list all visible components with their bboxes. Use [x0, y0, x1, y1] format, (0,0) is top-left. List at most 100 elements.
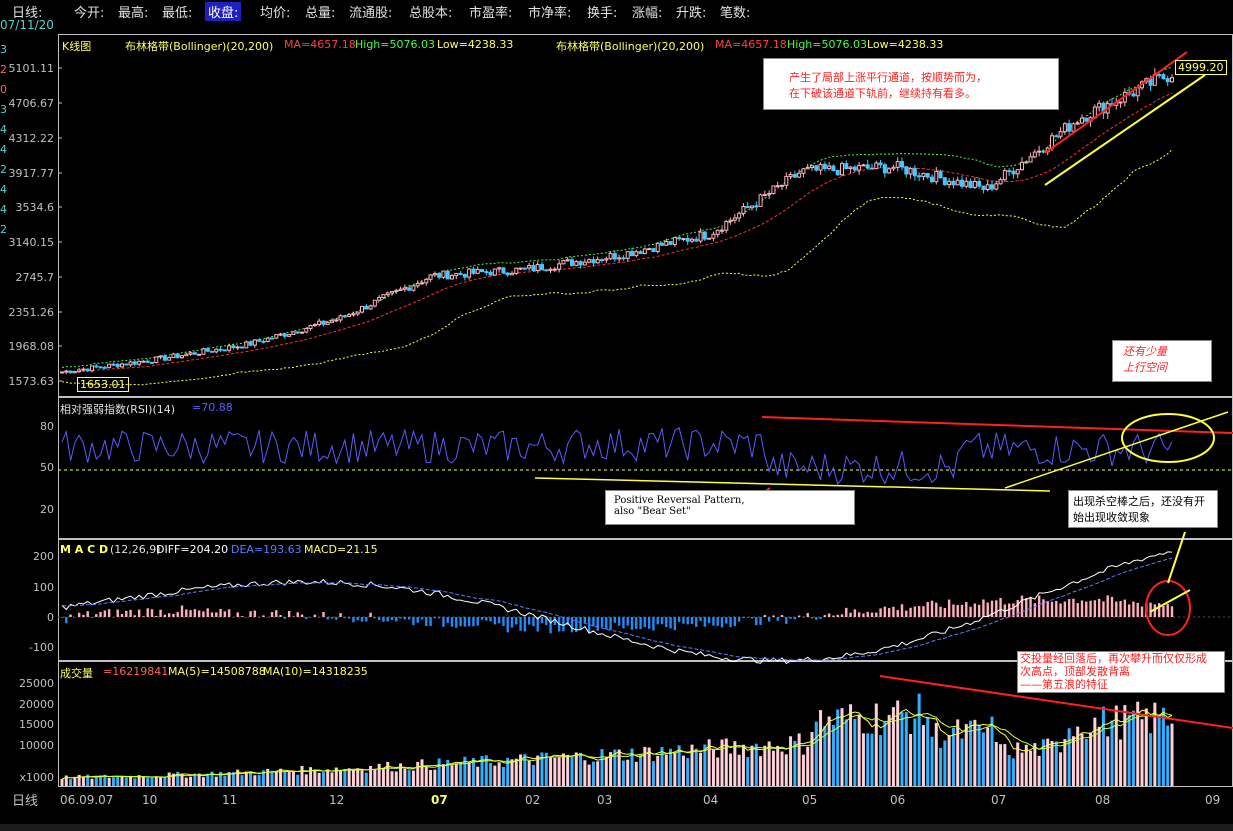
macd-histogram-bar	[1016, 600, 1019, 617]
kline-ytick: 4706.67	[8, 97, 55, 110]
x-label: 02	[525, 793, 541, 807]
candle-body	[428, 274, 433, 280]
macd-histogram-bar	[759, 617, 762, 625]
macd-histogram-bar	[219, 608, 222, 617]
macd-histogram-bar	[673, 617, 677, 631]
macd-histogram-bar	[515, 617, 518, 625]
volume-bar	[1149, 733, 1153, 786]
volume-bar	[1140, 719, 1144, 786]
macd-histogram-bar	[249, 611, 252, 617]
volume-bar	[891, 707, 895, 786]
period-label[interactable]: 日线:	[12, 6, 43, 21]
candle-body	[600, 259, 604, 262]
macd-histogram-bar	[172, 613, 175, 617]
volume-bar	[724, 738, 728, 786]
candle-body	[64, 370, 69, 373]
macd-histogram-bar	[797, 615, 801, 617]
candle-body	[60, 371, 64, 374]
volume-bar	[904, 712, 908, 786]
candle-body	[762, 194, 767, 197]
macd-histogram-bar	[493, 617, 497, 625]
volume-bar	[1106, 736, 1110, 786]
macd-histogram-bar	[613, 617, 617, 623]
candle-body	[304, 328, 309, 333]
macd-ytick: 200	[33, 550, 54, 563]
volume-bar	[489, 762, 493, 786]
macd-histogram-bar	[956, 605, 959, 617]
volume-bar	[283, 771, 287, 786]
volume-bar	[159, 776, 163, 786]
volume-bar	[849, 704, 853, 786]
volume-bar	[1119, 739, 1123, 786]
macd-histogram-bar	[716, 617, 719, 626]
macd-histogram-bar	[789, 617, 792, 619]
bottom-scrollbar[interactable]	[0, 824, 1233, 831]
macd-histogram-bar	[1076, 603, 1079, 617]
field-high: 最高:	[118, 6, 149, 21]
macd-histogram-bar	[210, 612, 214, 617]
candle-body	[218, 348, 223, 351]
candle-body	[128, 361, 133, 366]
candle-body	[1037, 150, 1042, 153]
macd-histogram-bar	[652, 617, 655, 631]
volume-bar	[249, 771, 253, 786]
volume-bar	[116, 776, 120, 786]
volume-bar	[261, 770, 265, 786]
volume-bar	[981, 732, 985, 786]
macd-histogram-bar	[365, 617, 368, 622]
macd-histogram-bar	[935, 602, 938, 617]
macd-histogram-bar	[690, 617, 694, 624]
candle-body	[171, 353, 176, 359]
volume-bar	[163, 777, 167, 786]
candle-body	[270, 337, 274, 340]
volume-bar	[930, 736, 934, 786]
macd-histogram-bar	[155, 615, 158, 617]
volume-bar	[604, 757, 608, 786]
volume-bar	[73, 776, 77, 786]
volume-bar	[274, 771, 278, 786]
candle-body	[587, 259, 592, 263]
volume-bar	[124, 777, 128, 786]
macd-histogram-bar	[510, 617, 514, 628]
candle-body	[737, 212, 742, 219]
macd-histogram-bar	[785, 617, 788, 624]
candle-body	[102, 366, 107, 369]
volume-ma5: MA(5)=14508788	[168, 665, 266, 678]
candle-body	[330, 320, 334, 323]
volume-bar	[279, 768, 283, 786]
volume-bar	[660, 747, 664, 786]
macd-histogram-bar	[232, 617, 235, 618]
field-low: 最低:	[162, 6, 193, 21]
volume-bar	[150, 777, 154, 786]
candle-body	[450, 275, 454, 280]
volume-bar	[579, 752, 583, 786]
x-axis-period[interactable]: 日线	[12, 794, 39, 809]
volume-bar	[463, 756, 467, 786]
candle-body	[788, 173, 793, 177]
macd-histogram-bar	[326, 617, 329, 620]
volume-bar	[446, 759, 450, 786]
macd-histogram-bar	[862, 613, 865, 617]
macd-histogram-bar	[630, 617, 634, 630]
candle-body	[441, 270, 446, 278]
macd-histogram-bar	[699, 617, 702, 621]
volume-bar	[129, 775, 133, 786]
volume-bar	[587, 764, 591, 786]
macd-histogram-bar	[313, 614, 317, 617]
candle-body	[904, 166, 909, 175]
candle-body	[111, 363, 116, 366]
volume-ytick: 10000	[19, 739, 54, 752]
candle-body	[887, 168, 892, 174]
macd-histogram-bar	[917, 606, 921, 617]
volume-bar	[960, 738, 964, 786]
field-close-selected[interactable]: 收盘:	[205, 2, 242, 21]
macd-histogram-bar	[335, 617, 338, 620]
channel-upper-line	[1044, 51, 1188, 154]
macd-histogram-bar	[545, 617, 548, 626]
volume-bar	[621, 760, 625, 786]
candle-body	[175, 353, 180, 359]
candle-body	[612, 253, 617, 260]
macd-histogram-bar	[707, 617, 711, 624]
volume-bar	[793, 740, 797, 786]
